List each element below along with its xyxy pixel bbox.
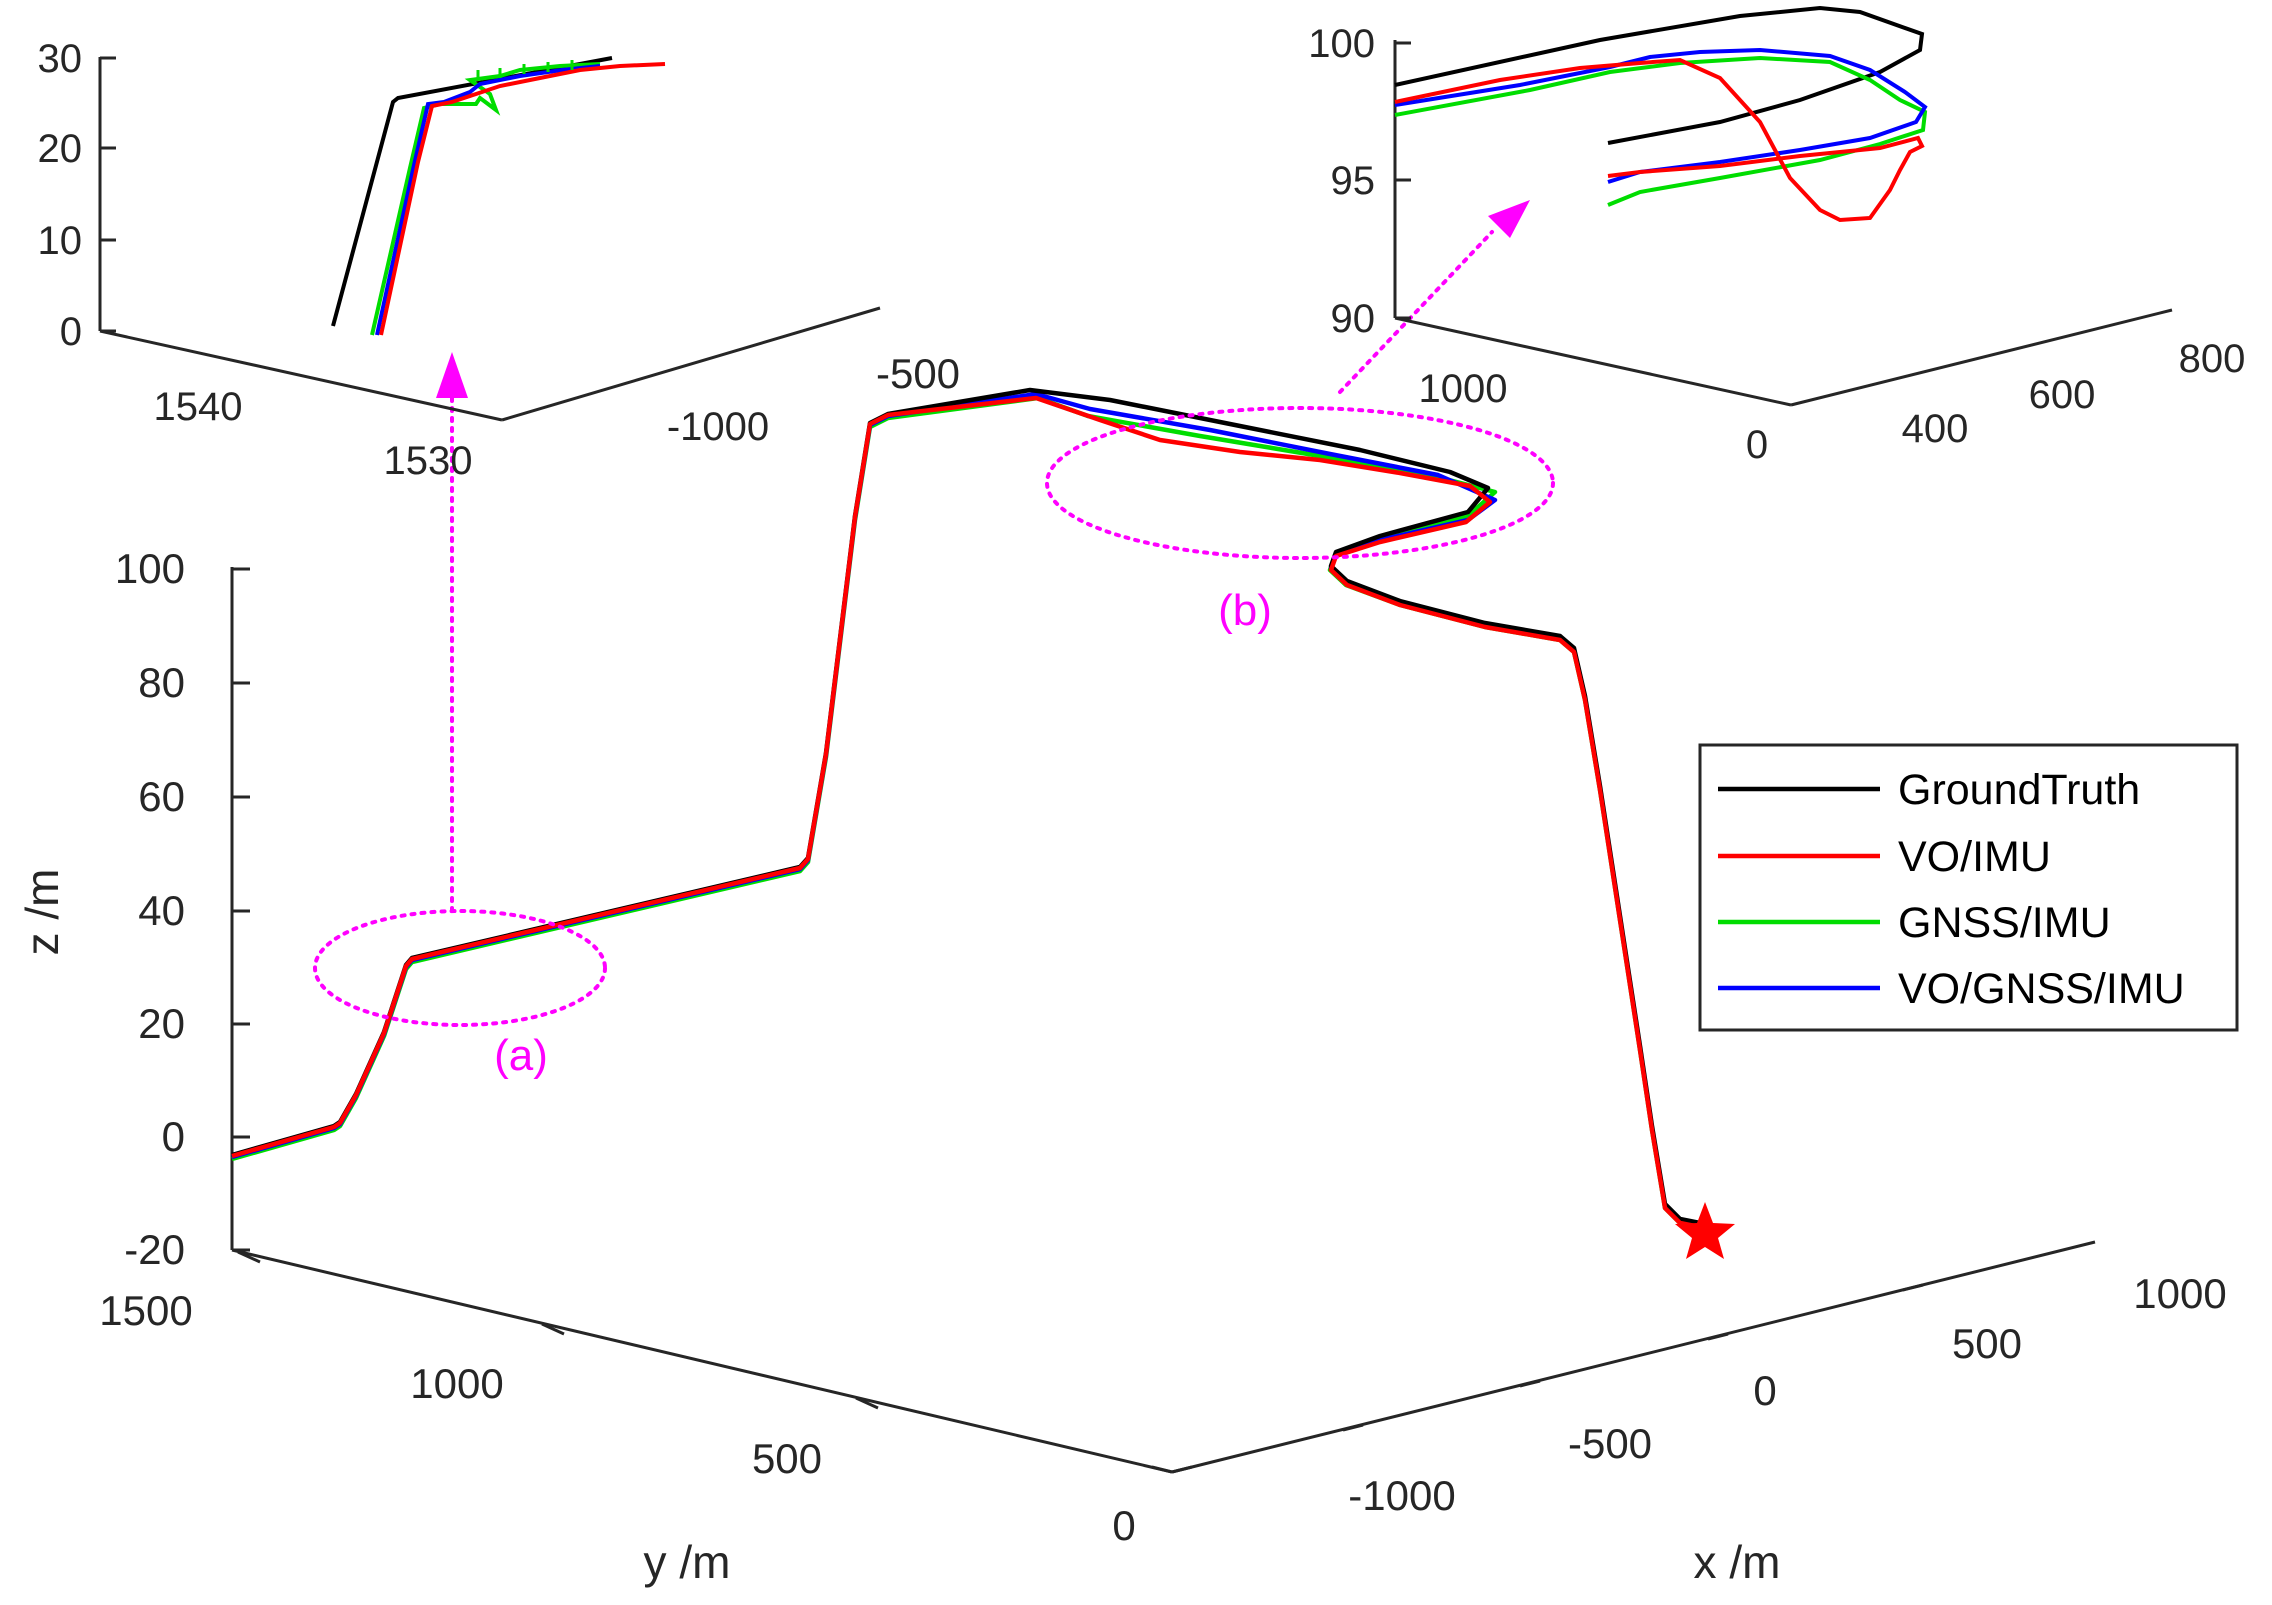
inset-b-y-label: 0 [1746, 423, 1768, 467]
z-tick-label: -20 [124, 1226, 185, 1273]
legend-label-vo-imu: VO/IMU [1898, 833, 2051, 881]
y-ticks: 1500 1000 500 0 y /m [99, 1250, 1173, 1588]
y-tick-label: 500 [752, 1435, 822, 1482]
y-axis-label: y /m [644, 1536, 731, 1588]
x-tick-label: 0 [1753, 1367, 1776, 1414]
inset-a-z-label: 10 [38, 219, 83, 263]
inset-a: 30 20 10 0 1540 1530 -1000 [38, 37, 881, 483]
end-star-marker [1675, 1202, 1735, 1259]
annotations: (a) (b) [313, 200, 1555, 1080]
inset-a-y-label: 1530 [384, 439, 473, 483]
y-tick-mark [237, 1250, 261, 1264]
x-tick-label: 500 [1952, 1320, 2022, 1367]
z-tick-label: 20 [138, 1000, 185, 1047]
arrow-b-line [1338, 230, 1494, 394]
inset-a-z-label: 0 [60, 310, 82, 354]
y-tick-mark [1151, 1465, 1173, 1474]
inset-b-gnss-imu-line [1394, 55, 1928, 207]
inset-b: 100 95 90 1000 0 400 600 800 [1308, 5, 2246, 467]
inset-a-z-label: 20 [38, 127, 83, 171]
annotation-b: (b) [1218, 586, 1272, 635]
inset-a-z-label: 30 [38, 37, 83, 81]
inset-b-y-axis [1394, 316, 1792, 407]
x-ticks: -1000 -500 0 500 1000 x /m [1171, 1270, 2227, 1588]
z-ticks: 100 80 60 40 20 0 -20 z /m [16, 545, 250, 1273]
x-tick-mark [1902, 1283, 1924, 1292]
x-axis-line [1171, 1240, 2096, 1474]
z-axis-label: z /m [16, 869, 68, 956]
z-tick-label: 100 [115, 545, 185, 592]
inset-a-gnss-markers [476, 60, 574, 80]
arrow-a-head [436, 352, 468, 398]
x-tick-mark [1342, 1423, 1364, 1432]
inset-a-x-label: -1000 [667, 405, 769, 449]
inset-b-z-label: 90 [1331, 297, 1376, 341]
x-axis-label: x /m [1694, 1536, 1781, 1588]
z-tick-label: 80 [138, 659, 185, 706]
x-tick-label: -500 [1568, 1420, 1652, 1467]
main-trajectories [231, 387, 1735, 1259]
legend-label-groundtruth: GroundTruth [1898, 766, 2140, 814]
inset-b-x-label: 600 [2029, 373, 2096, 417]
x-tick-label: 1000 [2133, 1270, 2226, 1317]
inset-b-z-label: 95 [1331, 159, 1376, 203]
top-tick-label: -500 [876, 350, 960, 397]
z-tick-label: 60 [138, 773, 185, 820]
inset-b-x-axis [1790, 308, 2173, 407]
inset-a-groundtruth-line [331, 56, 613, 327]
inset-a-gnss-imu-line [370, 62, 601, 336]
arrow-b-head [1488, 200, 1530, 238]
series-vo-imu-line [231, 395, 1701, 1230]
z-tick-label: 40 [138, 887, 185, 934]
x-tick-label: -1000 [1348, 1472, 1455, 1519]
y-tick-label: 0 [1112, 1502, 1135, 1549]
inset-a-y-axis [99, 329, 503, 422]
inset-b-groundtruth-line [1394, 5, 1925, 145]
inset-a-y-label: 1540 [154, 385, 243, 429]
y-tick-label: 1000 [410, 1360, 503, 1407]
region-a-ellipse [313, 909, 607, 1027]
region-b-ellipse [1045, 406, 1555, 560]
annotation-a: (a) [494, 1031, 548, 1080]
inset-b-x-label: 400 [1902, 407, 1969, 451]
inset-b-z-label: 100 [1308, 22, 1375, 66]
inset-b-y-label: 1000 [1419, 367, 1508, 411]
inset-b-x-label: 800 [2179, 337, 2246, 381]
y-tick-mark [855, 1396, 879, 1410]
y-tick-label: 1500 [99, 1287, 192, 1334]
legend: GroundTruth VO/IMU GNSS/IMU VO/GNSS/IMU [1698, 743, 2239, 1032]
y-axis-line [231, 1248, 1173, 1474]
inset-a-vo-imu-line [379, 62, 666, 336]
x-tick-mark [1171, 1465, 1193, 1474]
legend-label-gnss-imu: GNSS/IMU [1898, 899, 2111, 947]
y-tick-mark [541, 1322, 565, 1336]
legend-box [1698, 743, 2239, 1032]
x-tick-mark [1707, 1332, 1729, 1341]
x-tick-mark [1519, 1379, 1541, 1388]
inset-a-x-axis [501, 306, 881, 422]
legend-label-vo-gnss-imu: VO/GNSS/IMU [1898, 965, 2185, 1013]
z-tick-label: 0 [162, 1113, 185, 1160]
inset-b-vo-imu-line [1394, 57, 1925, 223]
